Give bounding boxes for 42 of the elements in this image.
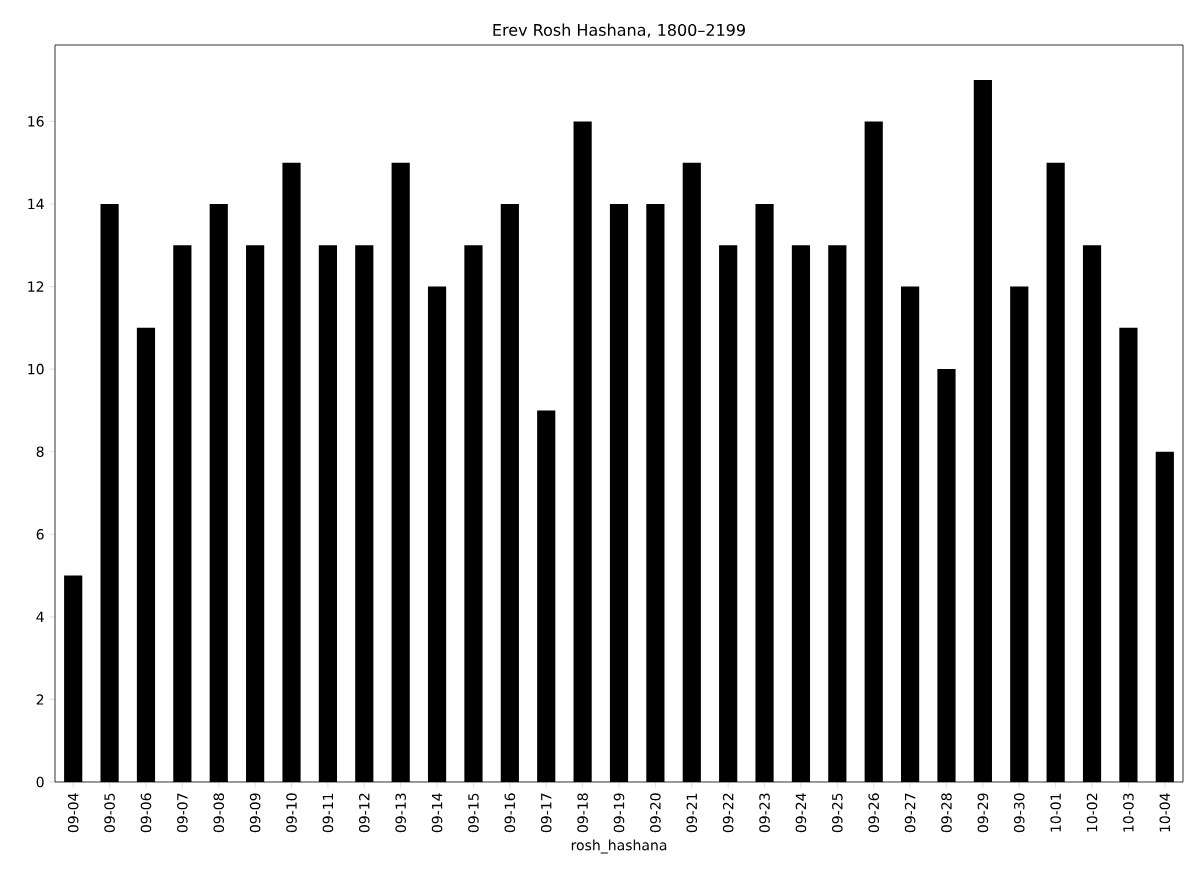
x-tick-label: 10-03	[1123, 793, 1134, 832]
x-tick-label: 09-14	[431, 793, 443, 833]
x-tick-label: 09-18	[577, 793, 588, 833]
x-tick-label: 09-13	[395, 793, 406, 833]
x-tick-label: 09-28	[941, 793, 952, 833]
x-tick-label: 10-02	[1086, 793, 1098, 832]
x-tick-label: 10-04	[1159, 793, 1171, 832]
y-tick-label: 10	[28, 363, 44, 375]
y-tick-label: 16	[28, 116, 44, 127]
x-tick-label: 09-23	[759, 793, 770, 833]
x-tick-label: 09-29	[977, 793, 989, 833]
x-tick-label: 09-08	[213, 793, 225, 833]
y-tick-label: 6	[36, 528, 44, 540]
x-tick-label: 09-20	[650, 793, 661, 833]
x-tick-label: 09-07	[177, 793, 188, 833]
x-tick-label: 09-11	[322, 793, 334, 833]
y-tick-label: 14	[28, 198, 44, 210]
y-tick-label: 12	[28, 281, 44, 292]
x-tick-label: 09-21	[686, 793, 698, 833]
x-tick-label: 09-27	[904, 793, 916, 833]
x-tick-label: 09-05	[104, 793, 115, 833]
x-tick-label: 10-01	[1050, 793, 1061, 832]
x-tick-label: 09-22	[722, 793, 734, 833]
x-tick-label: 09-09	[249, 793, 261, 833]
x-tick-label: 09-06	[140, 793, 152, 833]
x-tick-label: 09-16	[504, 793, 516, 833]
x-tick-label: 09-17	[540, 793, 552, 833]
x-tick-label: 09-15	[468, 793, 479, 833]
x-tick-label: 09-25	[832, 793, 843, 833]
x-tick-label: 09-10	[286, 793, 297, 833]
y-tick-label: 8	[36, 446, 44, 457]
x-tick-label: 09-12	[359, 793, 370, 833]
x-tick-label: 09-24	[795, 793, 807, 833]
x-tick-label: 09-19	[613, 793, 625, 833]
x-tick-label: 09-04	[67, 793, 79, 833]
y-tick-label: 0	[36, 776, 44, 788]
x-tick-label: 09-30	[1013, 793, 1025, 833]
chart-title: Erev Rosh Hashana, 1800–2199	[493, 23, 745, 38]
y-tick-label: 4	[36, 611, 44, 622]
x-axis-title: rosh_hashana	[571, 839, 667, 854]
x-tick-label: 09-26	[868, 793, 879, 833]
y-tick-label: 2	[36, 694, 44, 705]
